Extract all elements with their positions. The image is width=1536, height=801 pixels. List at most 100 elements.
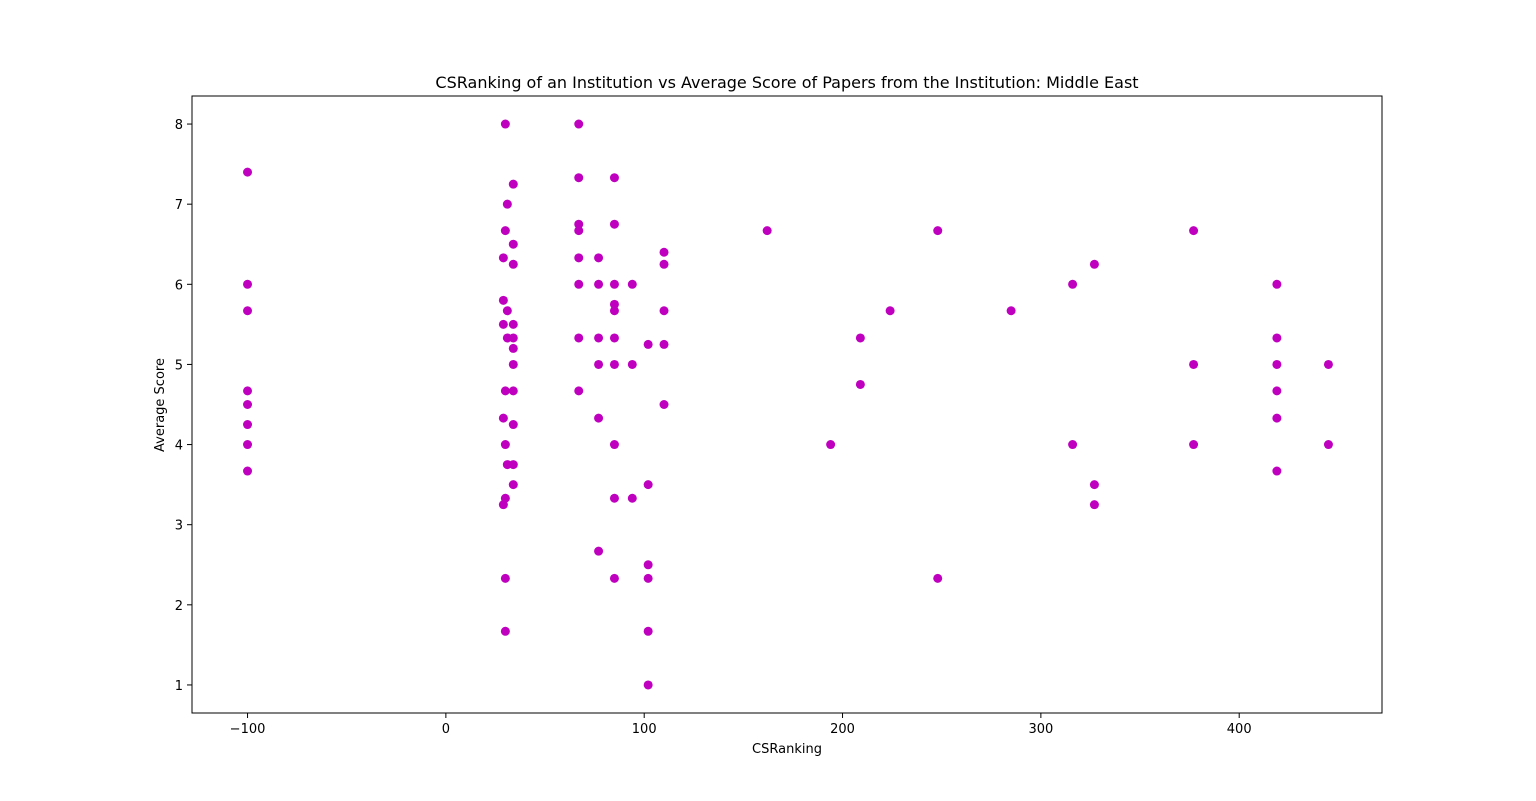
y-axis-label: Average Score — [153, 358, 168, 452]
y-tick-label: 2 — [175, 599, 183, 614]
data-point — [508, 333, 518, 343]
data-point — [627, 359, 637, 369]
data-point — [609, 333, 619, 343]
data-point — [1272, 413, 1282, 423]
data-point — [500, 626, 510, 636]
data-point — [508, 460, 518, 470]
data-point — [500, 119, 510, 129]
data-point — [1189, 440, 1199, 450]
data-point — [508, 420, 518, 430]
data-point — [508, 480, 518, 490]
data-point — [508, 343, 518, 353]
data-point — [508, 319, 518, 329]
x-tick-label: 300 — [1028, 722, 1053, 737]
data-point — [508, 259, 518, 269]
data-point — [1089, 259, 1099, 269]
data-point — [627, 493, 637, 503]
data-point — [609, 299, 619, 309]
data-point — [659, 247, 669, 257]
data-point — [855, 333, 865, 343]
data-point — [659, 339, 669, 349]
data-point — [498, 253, 508, 263]
data-point — [508, 239, 518, 249]
data-point — [594, 253, 604, 263]
x-tick-label: 100 — [632, 722, 657, 737]
y-tick-label: 3 — [175, 519, 183, 534]
data-points — [243, 119, 1333, 690]
x-tick-label: −100 — [230, 722, 266, 737]
data-point — [1089, 480, 1099, 490]
data-point — [574, 386, 584, 396]
data-point — [1272, 466, 1282, 476]
data-point — [643, 480, 653, 490]
data-point — [609, 306, 619, 316]
x-tick-label: 400 — [1227, 722, 1252, 737]
data-point — [500, 386, 510, 396]
data-point — [826, 440, 836, 450]
data-point — [574, 253, 584, 263]
data-point — [1323, 359, 1333, 369]
data-point — [609, 573, 619, 583]
data-point — [498, 319, 508, 329]
data-point — [594, 333, 604, 343]
data-point — [508, 359, 518, 369]
data-point — [243, 440, 253, 450]
data-point — [500, 573, 510, 583]
data-point — [574, 333, 584, 343]
data-point — [1323, 440, 1333, 450]
data-point — [574, 173, 584, 183]
y-tick-label: 7 — [175, 198, 183, 213]
data-point — [885, 306, 895, 316]
data-point — [643, 339, 653, 349]
y-tick-label: 1 — [175, 679, 183, 694]
data-point — [659, 306, 669, 316]
x-tick-label: 0 — [442, 722, 450, 737]
data-point — [1006, 306, 1016, 316]
data-point — [659, 400, 669, 409]
data-point — [243, 466, 253, 476]
data-point — [508, 179, 518, 189]
data-point — [594, 413, 604, 423]
data-point — [508, 386, 518, 396]
data-point — [243, 420, 253, 430]
x-axis-ticks: −100 0 100 200 300 400 — [230, 713, 1252, 737]
data-point — [609, 219, 619, 229]
data-point — [500, 440, 510, 450]
data-point — [762, 226, 772, 236]
data-point — [609, 359, 619, 369]
data-point — [243, 400, 253, 409]
data-point — [1272, 386, 1282, 396]
data-point — [609, 173, 619, 183]
chart-title: CSRanking of an Institution vs Average S… — [435, 73, 1138, 92]
data-point — [1272, 359, 1282, 369]
data-point — [609, 279, 619, 289]
data-point — [498, 295, 508, 305]
data-point — [659, 259, 669, 269]
data-point — [500, 493, 510, 503]
data-point — [1272, 333, 1282, 343]
data-point — [574, 119, 584, 129]
data-point — [627, 279, 637, 289]
data-point — [1068, 279, 1078, 289]
data-point — [243, 279, 253, 289]
x-tick-label: 200 — [830, 722, 855, 737]
data-point — [502, 306, 512, 316]
data-point — [1068, 440, 1078, 450]
data-point — [498, 413, 508, 423]
data-point — [643, 573, 653, 583]
data-point — [1189, 359, 1199, 369]
y-tick-label: 8 — [175, 118, 183, 133]
x-axis-label: CSRanking — [752, 742, 822, 757]
data-point — [574, 219, 584, 229]
data-point — [594, 546, 604, 556]
data-point — [643, 560, 653, 570]
data-point — [574, 226, 584, 236]
data-point — [243, 386, 253, 396]
data-point — [609, 493, 619, 503]
data-point — [643, 626, 653, 636]
data-point — [594, 359, 604, 369]
data-point — [1089, 500, 1099, 510]
y-tick-label: 4 — [175, 439, 183, 454]
data-point — [1189, 226, 1199, 236]
